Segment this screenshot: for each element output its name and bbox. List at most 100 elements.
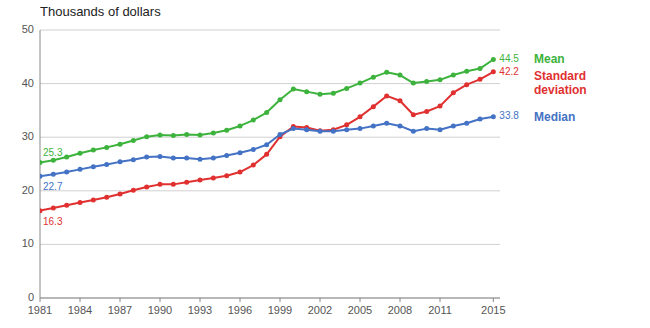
x-tick <box>120 298 121 302</box>
x-tick <box>320 298 321 302</box>
point <box>238 170 243 175</box>
point <box>438 104 443 109</box>
point <box>318 92 323 97</box>
point <box>344 122 349 127</box>
point <box>211 175 216 180</box>
point <box>451 73 456 78</box>
point <box>438 127 443 132</box>
point <box>78 200 83 205</box>
x-tick-label: 1993 <box>188 304 212 316</box>
x-tick <box>80 298 81 302</box>
data-label: 44.5 <box>499 53 519 64</box>
point <box>264 152 269 157</box>
point <box>411 129 416 134</box>
point <box>131 188 136 193</box>
point <box>224 153 229 158</box>
point <box>318 128 323 133</box>
point <box>144 134 149 139</box>
point <box>264 142 269 147</box>
legend-line: deviation <box>534 83 587 97</box>
legend-line: Mean <box>534 52 565 66</box>
point <box>64 170 69 175</box>
point <box>464 121 469 126</box>
grid-line <box>40 30 500 31</box>
x-tick <box>200 298 201 302</box>
series-line <box>40 59 493 162</box>
point <box>224 128 229 133</box>
x-tick-label: 1996 <box>228 304 252 316</box>
point <box>51 205 56 210</box>
point <box>331 91 336 96</box>
x-tick-label: 1999 <box>268 304 292 316</box>
point <box>184 180 189 185</box>
point <box>398 73 403 78</box>
point <box>51 158 56 163</box>
point <box>40 208 43 213</box>
y-tick-label: 10 <box>22 237 34 249</box>
point <box>64 155 69 160</box>
series-line <box>40 117 493 177</box>
point <box>91 197 96 202</box>
x-tick-label: 2005 <box>348 304 372 316</box>
grid-line <box>40 244 500 245</box>
point <box>398 123 403 128</box>
point <box>131 157 136 162</box>
point <box>358 114 363 119</box>
title: Thousands of dollars <box>40 4 161 19</box>
x-tick <box>240 298 241 302</box>
point <box>398 98 403 103</box>
point <box>171 133 176 138</box>
point <box>40 160 43 165</box>
point <box>451 123 456 128</box>
y-tick-label: 20 <box>22 184 34 196</box>
point <box>104 162 109 167</box>
y-tick-label: 0 <box>28 291 34 303</box>
x-tick <box>440 298 441 302</box>
series-line <box>40 72 493 211</box>
point <box>40 174 43 179</box>
point <box>158 133 163 138</box>
legend-entry: Median <box>534 110 575 124</box>
legend-entry: Standarddeviation <box>534 69 587 97</box>
point <box>478 116 483 121</box>
legend-line: Median <box>534 110 575 124</box>
x-tick <box>493 298 494 302</box>
point <box>411 112 416 117</box>
point <box>451 90 456 95</box>
point <box>198 178 203 183</box>
data-label: 33.8 <box>499 110 519 121</box>
x-tick-label: 2002 <box>308 304 332 316</box>
point <box>144 185 149 190</box>
point <box>171 182 176 187</box>
point <box>478 66 483 71</box>
grid-line <box>40 83 500 84</box>
data-label: 42.2 <box>499 66 519 77</box>
point <box>424 126 429 131</box>
point <box>144 155 149 160</box>
point <box>264 110 269 115</box>
y-tick-label: 50 <box>22 23 34 35</box>
x-tick-label: 2011 <box>428 304 452 316</box>
point <box>158 182 163 187</box>
y-tick-label: 40 <box>22 77 34 89</box>
x-axis <box>40 298 500 299</box>
point <box>371 104 376 109</box>
point <box>211 156 216 161</box>
data-label: 25.3 <box>43 147 63 158</box>
point <box>491 69 496 74</box>
point <box>438 77 443 82</box>
point <box>171 156 176 161</box>
point <box>118 192 123 197</box>
point <box>411 81 416 86</box>
point <box>251 147 256 152</box>
point <box>211 130 216 135</box>
x-tick-label: 1984 <box>68 304 92 316</box>
chart: Thousands of dollars01020304050198119841… <box>0 0 650 328</box>
point <box>78 167 83 172</box>
grid <box>40 30 500 298</box>
point <box>104 145 109 150</box>
legend-line: Standard <box>534 69 586 83</box>
point <box>304 127 309 132</box>
legend-entry: Mean <box>534 52 565 66</box>
legend: Mean Standarddeviation Median <box>534 52 587 123</box>
